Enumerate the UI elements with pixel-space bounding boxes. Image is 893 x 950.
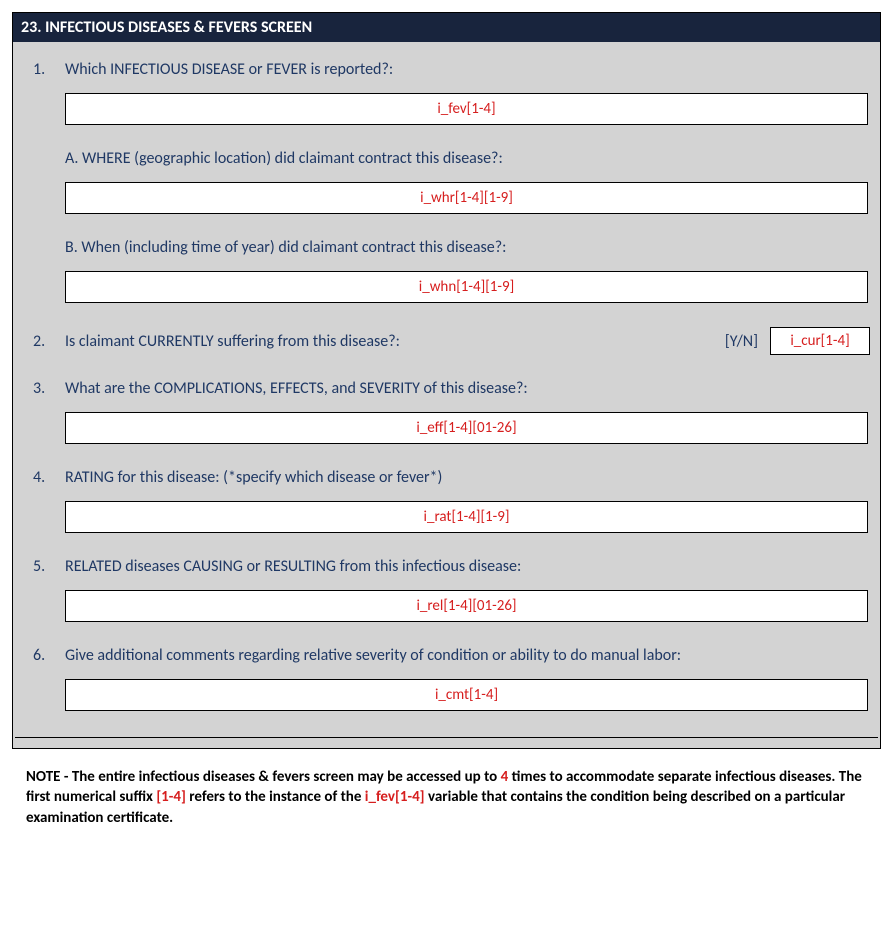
q4-num: 4.	[23, 468, 65, 487]
q3-num: 3.	[23, 379, 65, 398]
bottom-spacer	[13, 738, 880, 748]
note-var: i_fev[1-4]	[365, 788, 425, 806]
question-6: 6. Give additional comments regarding re…	[23, 646, 870, 665]
q2-text: Is claimant CURRENTLY suffering from thi…	[65, 332, 725, 351]
question-1: 1. Which INFECTIOUS DISEASE or FEVER is …	[23, 60, 870, 79]
question-1a: A. WHERE (geographic location) did claim…	[23, 149, 870, 168]
section-body: 1. Which INFECTIOUS DISEASE or FEVER is …	[13, 42, 880, 737]
q1-num: 1.	[23, 60, 65, 79]
note-block: NOTE - The entire infectious diseases & …	[12, 749, 881, 836]
q4-field[interactable]: i_rat[1-4][1-9]	[65, 501, 868, 533]
section-header: 23. INFECTIOUS DISEASES & FEVERS SCREEN	[13, 13, 880, 42]
note-suffix: [1-4]	[156, 788, 186, 806]
q1b-text: B. When (including time of year) did cla…	[65, 238, 870, 257]
q2-field[interactable]: i_cur[1-4]	[770, 327, 870, 355]
question-5: 5. RELATED diseases CAUSING or RESULTING…	[23, 557, 870, 576]
q2-num: 2.	[23, 332, 65, 351]
note-mid2: refers to the instance of the	[186, 788, 365, 806]
q6-text: Give additional comments regarding relat…	[65, 646, 870, 665]
q3-text: What are the COMPLICATIONS, EFFECTS, and…	[65, 379, 870, 398]
q6-num: 6.	[23, 646, 65, 665]
form-outer: 23. INFECTIOUS DISEASES & FEVERS SCREEN …	[12, 12, 881, 749]
q1b-field[interactable]: i_whn[1-4][1-9]	[65, 271, 868, 303]
note-pre: NOTE - The entire infectious diseases & …	[26, 768, 501, 786]
question-1b: B. When (including time of year) did cla…	[23, 238, 870, 257]
q1a-field[interactable]: i_whr[1-4][1-9]	[65, 182, 868, 214]
q5-field[interactable]: i_rel[1-4][01-26]	[65, 590, 868, 622]
q5-text: RELATED diseases CAUSING or RESULTING fr…	[65, 557, 870, 576]
q6-field[interactable]: i_cmt[1-4]	[65, 679, 868, 711]
q1a-text: A. WHERE (geographic location) did claim…	[65, 149, 870, 168]
section-title: 23. INFECTIOUS DISEASES & FEVERS SCREEN	[21, 18, 312, 37]
question-4: 4. RATING for this disease: (*specify wh…	[23, 468, 870, 487]
q3-field[interactable]: i_eff[1-4][01-26]	[65, 412, 868, 444]
q2-yn-label: [Y/N]	[725, 332, 758, 351]
question-2: 2. Is claimant CURRENTLY suffering from …	[23, 327, 870, 355]
q4-text: RATING for this disease: (*specify which…	[65, 468, 870, 487]
q1-text: Which INFECTIOUS DISEASE or FEVER is rep…	[65, 60, 870, 79]
q5-num: 5.	[23, 557, 65, 576]
q1-field[interactable]: i_fev[1-4]	[65, 93, 868, 125]
question-3: 3. What are the COMPLICATIONS, EFFECTS, …	[23, 379, 870, 398]
